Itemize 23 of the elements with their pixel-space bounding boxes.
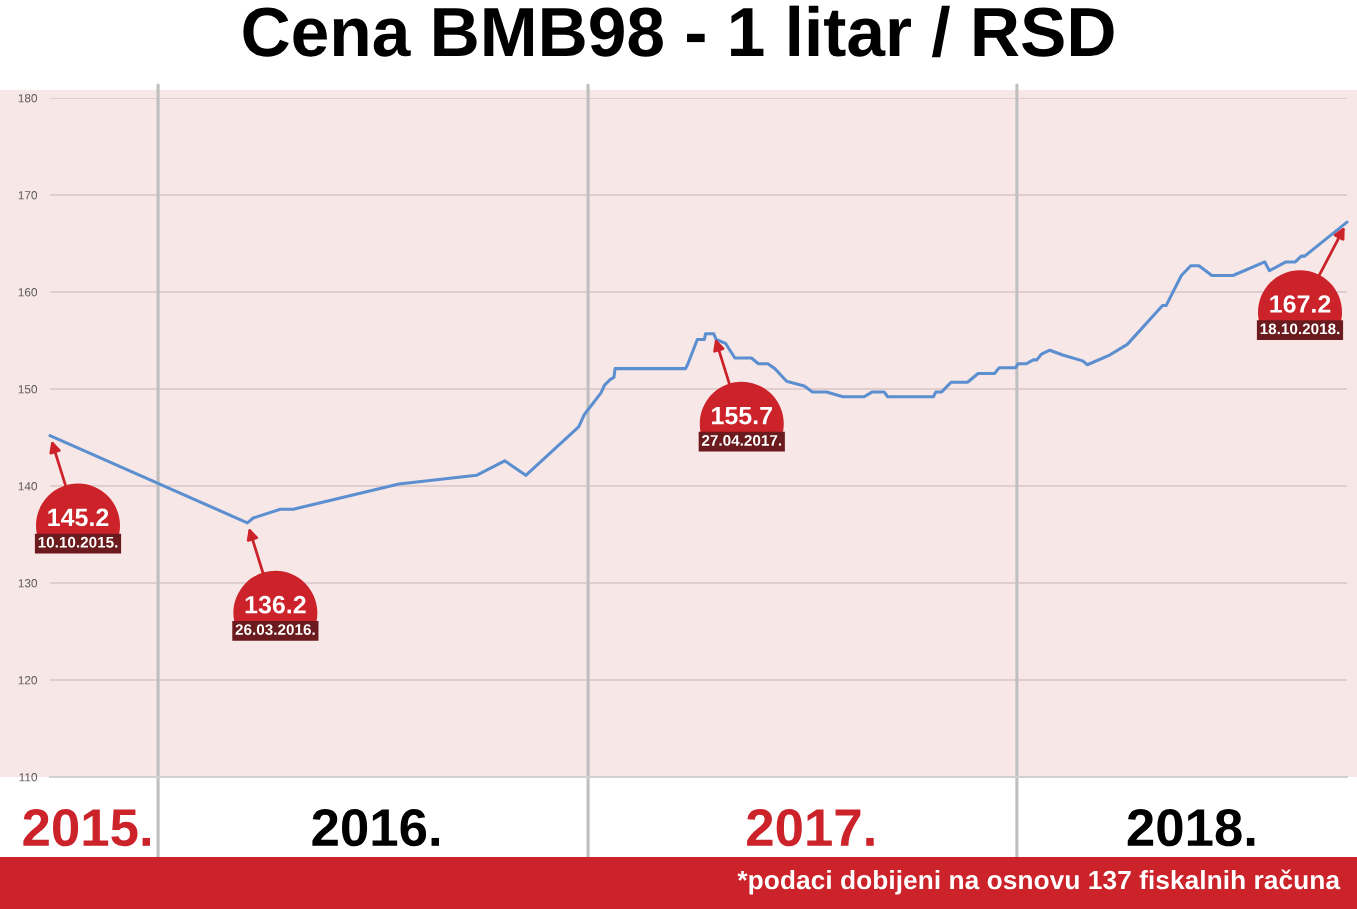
x-tick-label: 2016. (312, 808, 440, 847)
x-tick-label: 2015. (23, 808, 151, 847)
annotation: 155.7 (712, 406, 772, 425)
y-tick-label: 110 (19, 773, 38, 782)
y-tick-label: 120 (18, 676, 38, 685)
y-tick-label: 130 (18, 579, 38, 588)
annotation: 26.03.2016. (235, 624, 315, 635)
y-tick-label: 140 (18, 482, 38, 491)
annotation: 145.2 (48, 508, 109, 527)
x-tick-label: 2018. (1127, 808, 1255, 847)
y-tick-label: 150 (18, 385, 38, 394)
y-tick-label: 180 (18, 94, 38, 103)
annotation: 18.10.2018. (1260, 323, 1340, 335)
chart-title: Cena BMB98 - 1 litar / RSD (243, 5, 1114, 58)
annotation: 27.04.2017. (701, 434, 782, 446)
line-series (48, 220, 1349, 525)
annotation: 10.10.2015. (38, 536, 118, 548)
annotation: 136.2 (245, 595, 306, 614)
text: *podaci dobijeni na osnovu 137 fiskalnih računa (737, 869, 1341, 895)
x-tick-label: 2017. (747, 808, 874, 847)
y-tick-label: 170 (18, 191, 38, 200)
y-tick-label: 160 (18, 288, 38, 297)
annotation: 167.2 (1270, 295, 1331, 313)
